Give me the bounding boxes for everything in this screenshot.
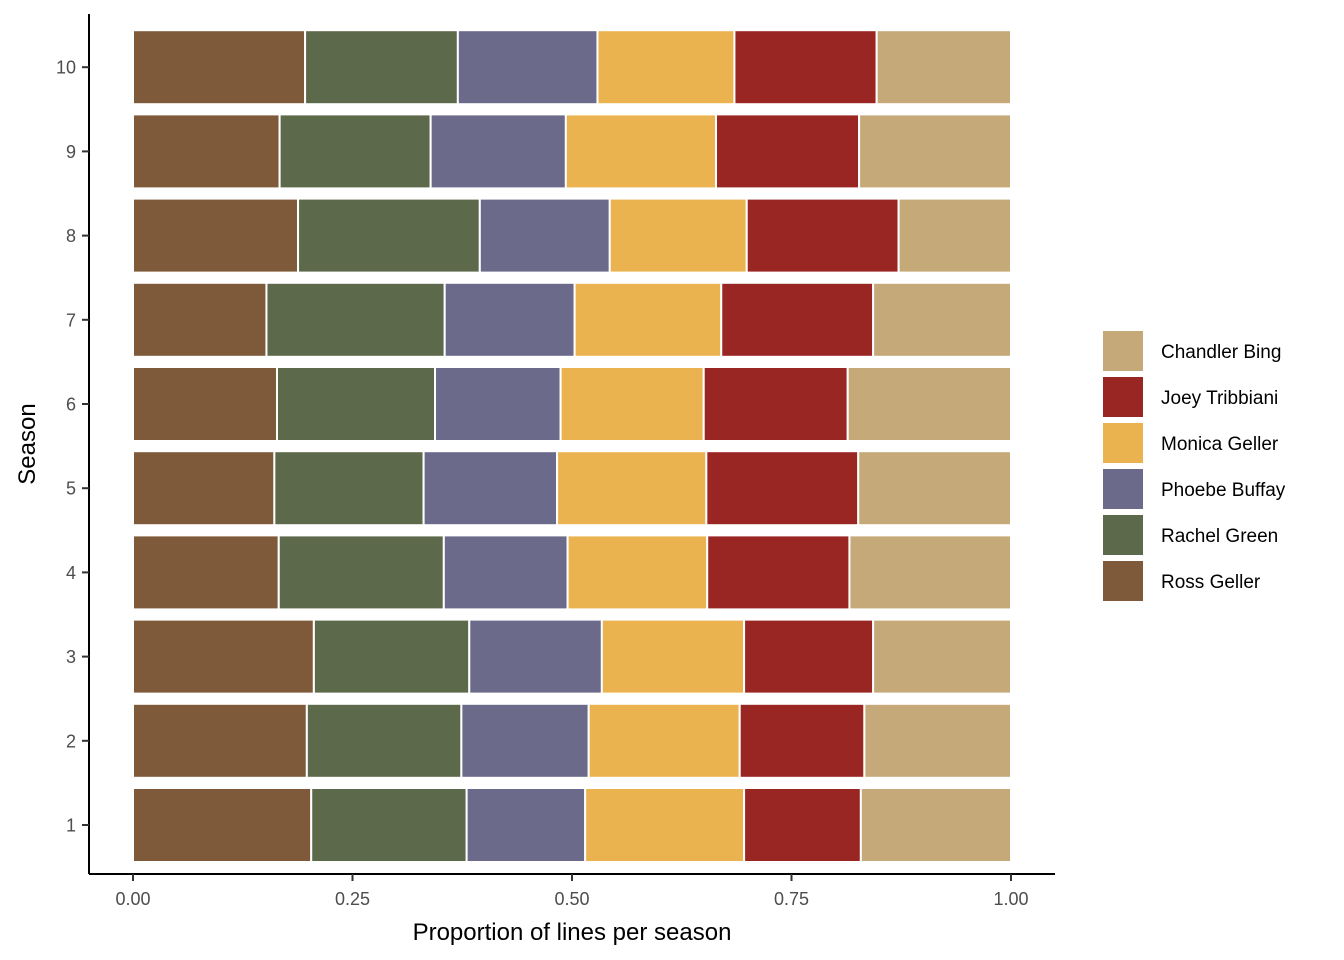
bar-segment — [273, 450, 425, 527]
bar-segment — [863, 702, 1013, 779]
bar-segment — [275, 366, 437, 442]
legend-key — [1103, 469, 1143, 509]
legend-key — [1103, 423, 1143, 463]
bar-segment — [848, 534, 1012, 611]
bar-segment — [434, 366, 562, 442]
bar-segment — [132, 534, 280, 611]
y-ticks: 1 2 3 4 5 6 7 8 9 10 — [56, 58, 89, 836]
bar-segment — [465, 787, 587, 863]
legend-label: Chandler Bing — [1161, 342, 1281, 363]
bar-segment — [745, 197, 900, 274]
legend-label: Joey Tribbiani — [1161, 388, 1278, 409]
x-axis-title: Proportion of lines per season — [413, 919, 732, 946]
bar-segment — [132, 197, 300, 274]
bar-segment — [897, 197, 1013, 274]
bar-segment — [132, 702, 308, 779]
bar-segment — [743, 618, 875, 695]
y-tick-label: 3 — [66, 647, 76, 667]
legend-key — [1103, 561, 1143, 601]
bar-segment — [573, 281, 723, 358]
bar-segment — [456, 29, 599, 106]
bar-segment — [846, 366, 1013, 442]
legend-label: Rachel Green — [1161, 526, 1278, 547]
legend-key — [1103, 515, 1143, 555]
x-tick-label: 1.00 — [993, 889, 1028, 909]
bar-segment — [584, 787, 746, 863]
bar-segment — [443, 281, 576, 358]
x-tick-label: 0.25 — [335, 889, 370, 909]
bar-segment — [564, 113, 717, 190]
bar-segment — [566, 534, 709, 611]
y-tick-label: 2 — [66, 731, 76, 751]
bar-segment — [304, 29, 459, 106]
legend: Chandler Bing Joey Tribbiani Monica Geller… — [1103, 331, 1286, 601]
x-tick-label: 0.50 — [554, 889, 589, 909]
bar-segment — [596, 29, 736, 106]
legend-label: Monica Geller — [1161, 434, 1279, 455]
bar-segment — [460, 702, 590, 779]
y-tick-label: 8 — [66, 226, 76, 246]
bar-segment — [600, 618, 746, 695]
y-tick-label: 4 — [66, 563, 76, 583]
bars-layer — [132, 29, 1013, 863]
bar-segment — [132, 281, 268, 358]
bar-segment — [859, 787, 1012, 863]
bar-segment — [738, 702, 866, 779]
x-tick-label: 0.75 — [774, 889, 809, 909]
bar-segment — [297, 197, 481, 274]
bar-segment — [705, 450, 860, 527]
y-axis-title: Season — [14, 403, 41, 484]
y-tick-label: 10 — [56, 58, 76, 78]
bar-segment — [872, 618, 1012, 695]
bar-segment — [720, 281, 875, 358]
bar-segment — [132, 787, 313, 863]
x-ticks: 0.00 0.25 0.50 0.75 1.00 — [115, 874, 1029, 909]
bar-segment — [132, 113, 281, 190]
bar-segment — [310, 787, 468, 863]
bar-segment — [714, 113, 861, 190]
bar-segment — [478, 197, 611, 274]
legend-key — [1103, 331, 1143, 371]
bar-segment — [132, 618, 315, 695]
bar-segment — [556, 450, 708, 527]
bar-segment — [559, 366, 705, 442]
bar-segment — [312, 618, 471, 695]
bar-segment — [278, 113, 432, 190]
bar-segment — [442, 534, 569, 611]
bar-segment — [872, 281, 1012, 358]
bar-segment — [608, 197, 748, 274]
bar-segment — [132, 450, 276, 527]
x-tick-label: 0.00 — [115, 889, 150, 909]
bar-segment — [468, 618, 603, 695]
bar-segment — [305, 702, 463, 779]
bar-segment — [265, 281, 446, 358]
y-tick-label: 1 — [66, 816, 76, 836]
bar-segment — [132, 366, 278, 442]
bar-segment — [857, 450, 1013, 527]
bar-segment — [858, 113, 1013, 190]
bar-segment — [429, 113, 567, 190]
y-tick-label: 5 — [66, 479, 76, 499]
y-tick-label: 6 — [66, 395, 76, 415]
bar-segment — [587, 702, 741, 779]
bar-segment — [277, 534, 445, 611]
bar-segment — [706, 534, 851, 611]
y-tick-label: 7 — [66, 310, 76, 330]
bar-segment — [422, 450, 559, 527]
bar-segment — [733, 29, 878, 106]
bar-segment — [702, 366, 849, 442]
y-tick-label: 9 — [66, 142, 76, 162]
bar-segment — [875, 29, 1013, 106]
legend-key — [1103, 377, 1143, 417]
bar-segment — [132, 29, 307, 106]
legend-label: Ross Geller — [1161, 572, 1261, 593]
legend-label: Phoebe Buffay — [1161, 480, 1286, 501]
bar-segment — [743, 787, 862, 863]
